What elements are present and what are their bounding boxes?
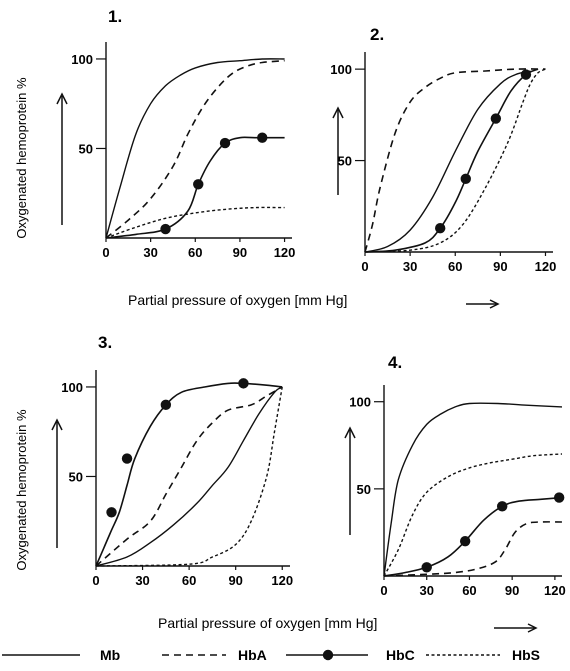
data-point-hbc <box>459 535 471 547</box>
series-line-mb <box>105 58 285 239</box>
y-arrow-left-bottom <box>51 418 63 548</box>
legend: Mb HbA HbC HbS <box>2 647 540 663</box>
x-tick-label: 90 <box>233 245 247 260</box>
series-line-hba <box>383 521 563 577</box>
data-point-hbc <box>106 507 117 518</box>
y-axis-label-bottom: Oxygenated hemoprotein % <box>14 409 29 571</box>
legend-label-mb: Mb <box>100 647 120 663</box>
series-line-hbc <box>383 496 563 577</box>
series-line-mb <box>383 402 563 577</box>
data-point-hbc <box>121 453 133 464</box>
x-tick-label: 0 <box>361 259 368 274</box>
series-line-hbs <box>364 68 546 253</box>
x-axis-label-top: Partial pressure of oxygen [mm Hg] <box>128 292 347 308</box>
y-arrow-right-bottom <box>344 426 356 535</box>
x-tick-label: 120 <box>535 259 557 274</box>
data-point-hbc <box>496 501 508 512</box>
legend-marker-hbc <box>322 649 334 661</box>
chart-panel-1: 1. 0 30 60 90 120 50 100 <box>71 7 295 260</box>
y-arrow-right-top <box>332 106 344 195</box>
chart-panel-4: 4. 0 30 60 90 120 50 100 <box>349 353 565 598</box>
legend-label-hbc: HbC <box>386 647 415 663</box>
series-line-mb <box>95 386 283 567</box>
series-line-hba <box>95 386 283 567</box>
series-line-mb <box>364 70 531 253</box>
x-tick-label: 90 <box>228 573 242 588</box>
data-point-hbc <box>238 378 249 389</box>
y-tick-label: 100 <box>71 52 93 67</box>
y-tick-label: 50 <box>338 154 352 169</box>
panel-number: 3. <box>98 333 112 352</box>
legend-label-hba: HbA <box>238 647 267 663</box>
panel-number: 2. <box>370 25 384 44</box>
x-arrow-bottom <box>494 623 538 633</box>
chart-panels: 1. 0 30 60 90 120 50 100 2. 0 30 60 90 120 50 100 3. 0 30 6… <box>61 7 565 598</box>
data-point-hbc <box>193 179 204 190</box>
series-line-hbs <box>383 453 563 577</box>
data-point-hbc <box>490 113 502 124</box>
data-point-hbc <box>160 223 171 235</box>
x-tick-label: 0 <box>102 245 109 260</box>
series-line-hbc <box>105 136 285 239</box>
series-line-hbc <box>95 382 283 567</box>
panel-number: 1. <box>108 7 122 26</box>
series-line-hbs <box>105 206 285 239</box>
x-tick-label: 120 <box>271 573 293 588</box>
chart-panel-2: 2. 0 30 60 90 120 50 100 <box>330 25 556 274</box>
data-point-hbc <box>160 399 172 411</box>
data-point-hbc <box>219 137 231 149</box>
x-tick-label: 120 <box>544 583 566 598</box>
x-tick-label: 60 <box>182 573 196 588</box>
x-tick-label: 60 <box>462 583 476 598</box>
y-tick-label: 100 <box>330 62 352 77</box>
series-line-hba <box>105 59 285 239</box>
x-axis-label-bottom: Partial pressure of oxygen [mm Hg] <box>158 615 377 631</box>
x-tick-label: 60 <box>188 245 202 260</box>
y-tick-label: 100 <box>349 395 371 410</box>
x-tick-label: 0 <box>380 583 387 598</box>
y-tick-label: 100 <box>61 380 83 395</box>
x-tick-label: 60 <box>448 259 462 274</box>
y-tick-label: 50 <box>79 141 93 156</box>
data-point-hbc <box>435 223 446 234</box>
x-tick-label: 90 <box>493 259 507 274</box>
chart-panel-3: 3. 0 30 60 90 120 50 100 <box>61 333 293 588</box>
x-tick-label: 0 <box>92 573 99 588</box>
data-point-hbc <box>460 173 471 185</box>
data-point-hbc <box>553 492 565 503</box>
data-point-hbc <box>257 132 268 143</box>
y-axis-label-top: Oxygenated hemoprotein % <box>14 77 29 239</box>
x-tick-label: 30 <box>143 245 157 260</box>
x-tick-label: 120 <box>274 245 296 260</box>
x-tick-label: 90 <box>505 583 519 598</box>
x-tick-label: 30 <box>403 259 417 274</box>
x-arrow-top <box>466 299 500 309</box>
data-point-hbc <box>421 562 432 573</box>
y-arrow-left-top <box>56 92 68 225</box>
x-tick-label: 30 <box>135 573 149 588</box>
series-line-hbc <box>364 68 539 253</box>
data-point-hbc <box>520 69 532 80</box>
y-tick-label: 50 <box>357 482 371 497</box>
panel-number: 4. <box>388 353 402 372</box>
series-line-hba <box>364 68 546 253</box>
y-tick-label: 50 <box>69 469 83 484</box>
series-line-hbs <box>95 386 283 567</box>
legend-label-hbs: HbS <box>512 647 540 663</box>
x-tick-label: 30 <box>419 583 433 598</box>
